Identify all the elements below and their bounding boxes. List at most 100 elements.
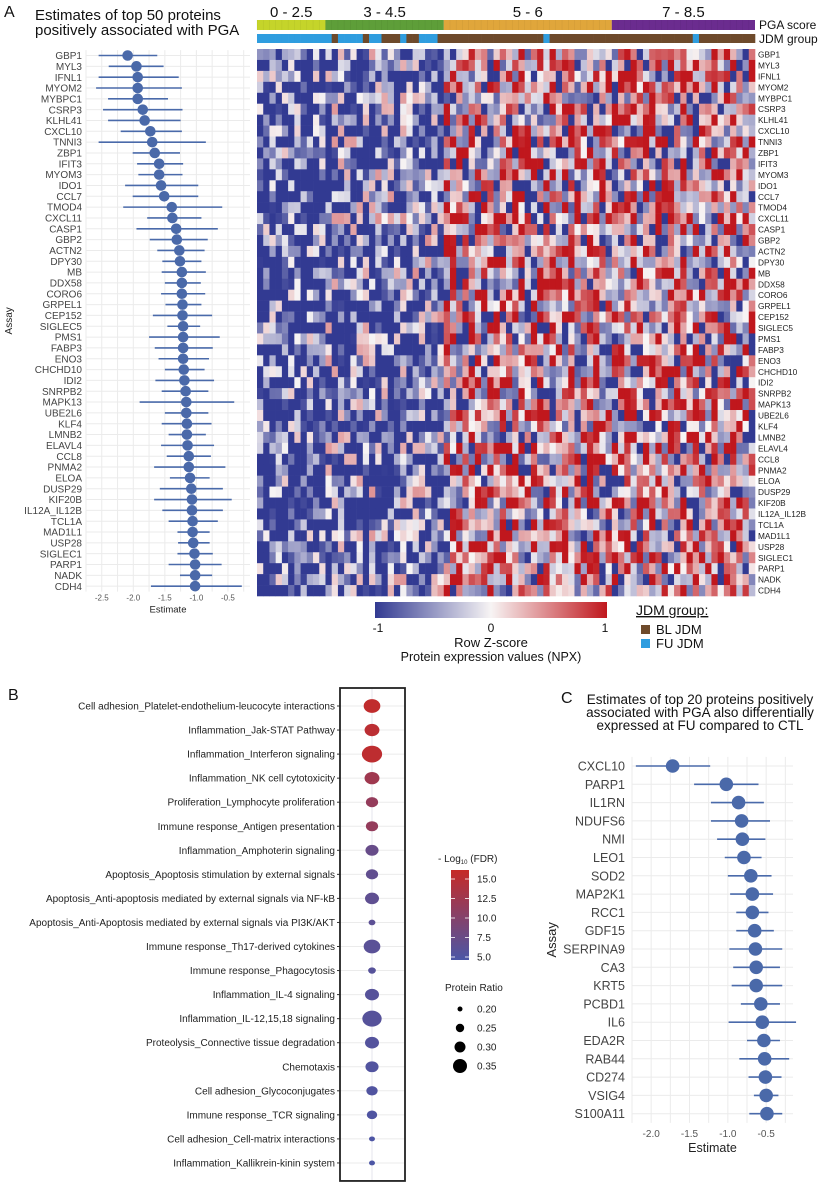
heatmap-cell xyxy=(381,585,389,597)
heatmap-cell xyxy=(636,245,644,258)
heatmap-cell xyxy=(717,399,725,411)
heatmap-cell xyxy=(624,202,631,214)
heatmap-cell xyxy=(393,234,401,247)
heatmap-cell xyxy=(431,442,438,455)
heatmap-cell xyxy=(661,49,669,61)
heatmap-row-label: KLF4 xyxy=(758,421,778,431)
heatmap-cell xyxy=(257,344,264,356)
assay-label: CD274 xyxy=(586,1071,625,1085)
jdm-group-cell xyxy=(574,34,581,43)
heatmap-cell xyxy=(263,442,270,455)
estimate-point xyxy=(745,905,760,920)
heatmap-cell xyxy=(518,541,525,553)
heatmap-cell xyxy=(599,180,606,192)
heatmap-cell xyxy=(474,453,482,466)
heatmap-cell xyxy=(356,508,364,520)
assay-label: IDO1 xyxy=(59,181,83,192)
heatmap-cell xyxy=(549,311,557,323)
heatmap-cell xyxy=(263,300,270,312)
heatmap-cell xyxy=(674,355,681,367)
heatmap-cell xyxy=(518,125,525,137)
heatmap-cell xyxy=(375,234,382,247)
heatmap-cell xyxy=(393,300,401,312)
heatmap-cell xyxy=(674,333,681,345)
heatmap-cell xyxy=(686,552,694,564)
heatmap-cell xyxy=(636,267,644,280)
heatmap-cell xyxy=(425,541,432,553)
heatmap-cell xyxy=(418,103,426,115)
heatmap-cell xyxy=(499,49,507,61)
heatmap-cell xyxy=(499,574,507,586)
heatmap-cell xyxy=(412,81,420,94)
heatmap-cell xyxy=(630,158,638,170)
heatmap-cell xyxy=(723,59,731,72)
pathway-label: Inflammation_Amphoterin signaling xyxy=(179,846,335,857)
heatmap-cell xyxy=(512,311,519,323)
heatmap-cell xyxy=(748,136,756,148)
heatmap-cell xyxy=(356,431,364,444)
heatmap-cell xyxy=(319,49,326,61)
heatmap-cell xyxy=(574,574,581,586)
heatmap-cell xyxy=(642,191,650,203)
heatmap-cell xyxy=(698,289,706,301)
heatmap-cell xyxy=(649,497,656,509)
jdm-group-cell xyxy=(269,34,276,43)
heatmap-cell xyxy=(518,464,525,476)
assay-label: KLHL41 xyxy=(46,116,83,127)
heatmap-row-label: ACTN2 xyxy=(758,246,786,256)
heatmap-cell xyxy=(537,552,544,564)
heatmap-cell xyxy=(393,355,401,367)
heatmap-cell xyxy=(692,245,700,258)
heatmap-cell xyxy=(350,563,357,575)
heatmap-cell xyxy=(549,355,557,367)
heatmap-cell xyxy=(400,202,407,214)
heatmap-cell xyxy=(294,410,301,422)
heatmap-cell xyxy=(736,574,743,586)
heatmap-cell xyxy=(362,410,370,422)
heatmap-cell xyxy=(636,234,644,247)
heatmap-cell xyxy=(331,311,339,323)
heatmap-cell xyxy=(630,202,638,214)
heatmap-cell xyxy=(499,475,507,487)
heatmap-cell xyxy=(742,202,750,214)
heatmap-cell xyxy=(431,70,438,83)
heatmap-cell xyxy=(425,224,432,236)
heatmap-cell xyxy=(742,420,750,433)
estimate-point xyxy=(187,515,198,527)
heatmap-cell xyxy=(331,355,339,367)
heatmap-row-label: IDI2 xyxy=(758,378,774,388)
heatmap-cell xyxy=(692,344,700,356)
heatmap-cell xyxy=(406,377,413,389)
heatmap-cell xyxy=(730,519,737,531)
heatmap-cell xyxy=(636,563,644,575)
heatmap-cell xyxy=(431,103,438,115)
heatmap-cell xyxy=(649,300,656,312)
heatmap-cell xyxy=(400,103,407,115)
heatmap-cell xyxy=(611,224,619,236)
estimate-point xyxy=(179,375,190,386)
heatmap-cell xyxy=(742,191,750,203)
heatmap-cell xyxy=(530,136,538,148)
heatmap-cell xyxy=(487,442,494,455)
heatmap-cell xyxy=(543,289,550,301)
heatmap-cell xyxy=(288,497,295,509)
heatmap-cell xyxy=(319,530,326,542)
heatmap-cell xyxy=(599,169,606,181)
heatmap-cell xyxy=(593,169,600,181)
heatmap-cell xyxy=(493,147,501,159)
heatmap-cell xyxy=(624,267,631,280)
heatmap-cell xyxy=(605,431,613,444)
heatmap-cell xyxy=(667,114,675,126)
jdm-group-cell xyxy=(381,34,389,43)
heatmap-cell xyxy=(636,311,644,323)
heatmap-cell xyxy=(294,125,301,137)
heatmap-cell xyxy=(393,158,401,170)
heatmap-cell xyxy=(555,81,563,94)
heatmap-cell xyxy=(537,191,544,203)
heatmap-cell xyxy=(549,70,557,83)
heatmap-cell xyxy=(730,464,737,476)
heatmap-cell xyxy=(549,399,557,411)
heatmap-cell xyxy=(313,442,320,455)
heatmap-cell xyxy=(313,70,320,83)
heatmap-cell xyxy=(586,366,594,378)
